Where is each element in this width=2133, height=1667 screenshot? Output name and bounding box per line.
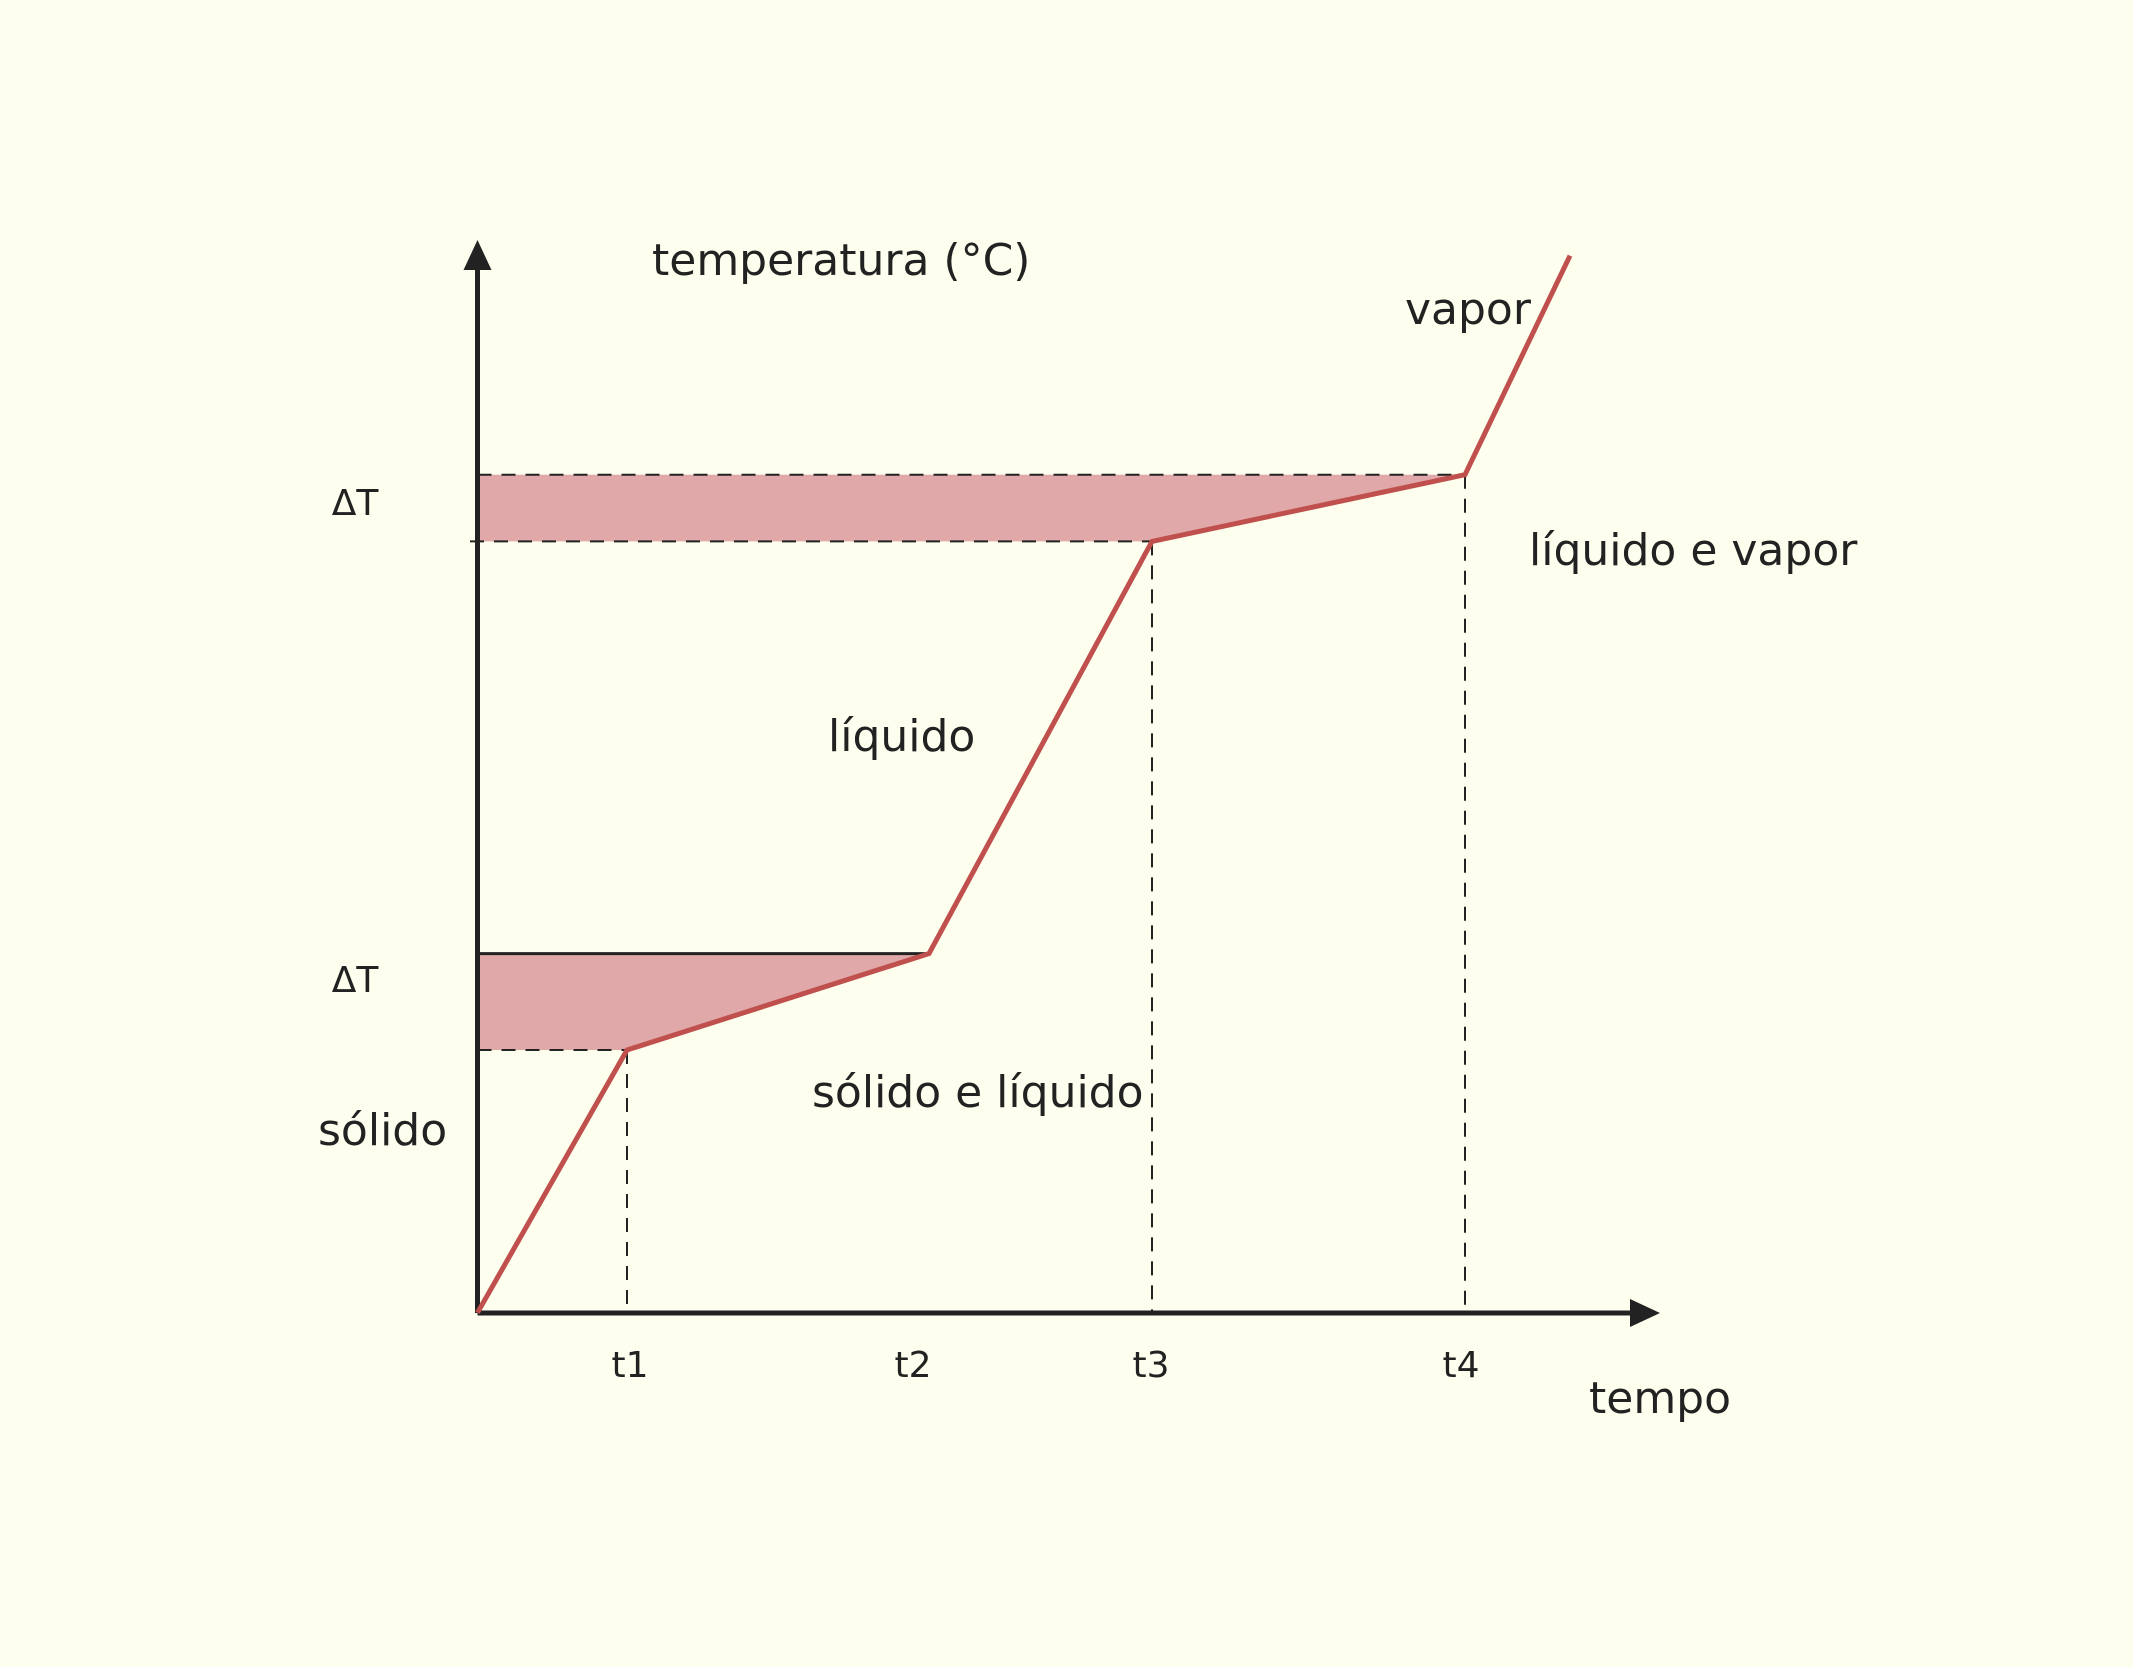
x-tick-label: t4 — [1442, 1345, 1479, 1386]
shaded-band — [477, 474, 1465, 542]
x-tick-label: t3 — [1132, 1345, 1169, 1386]
y-axis-arrow — [463, 240, 492, 270]
region-label: sólido e líquido — [812, 1067, 1144, 1118]
x-tick-label: t2 — [894, 1345, 931, 1386]
region-label: sólido — [318, 1105, 447, 1156]
delta-label: ΔT — [332, 483, 380, 524]
shaded-band — [477, 953, 929, 1050]
x-axis-label: tempo — [1589, 1373, 1731, 1424]
delta-label: ΔT — [332, 960, 380, 1001]
region-label: líquido — [828, 711, 975, 762]
heating-curve — [475, 254, 1573, 1314]
x-tick-label: t1 — [611, 1345, 648, 1386]
y-axis-label: temperatura (°C) — [652, 235, 1030, 286]
region-label: vapor — [1405, 284, 1532, 335]
region-label: líquido e vapor — [1529, 525, 1858, 576]
x-axis-arrow — [1630, 1299, 1660, 1327]
